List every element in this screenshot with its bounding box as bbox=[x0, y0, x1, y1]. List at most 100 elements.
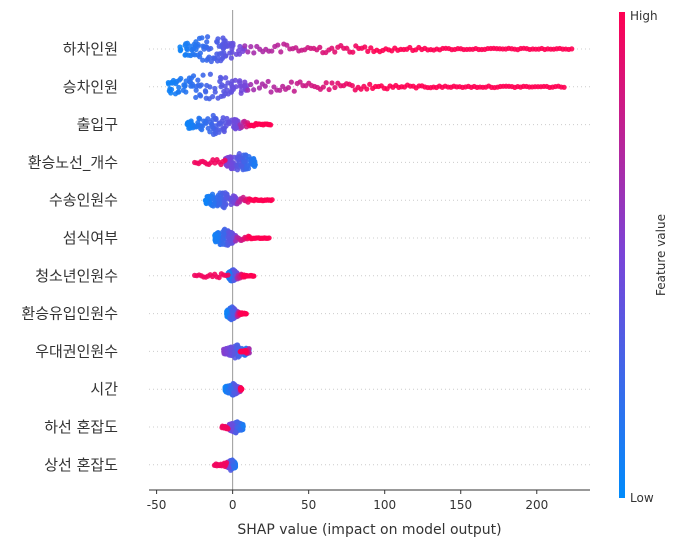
point bbox=[193, 94, 199, 101]
colorbar-low-label: Low bbox=[630, 491, 654, 505]
point bbox=[291, 88, 297, 94]
feature-10-points bbox=[222, 380, 245, 398]
point bbox=[213, 232, 219, 238]
point bbox=[332, 84, 338, 91]
point bbox=[275, 42, 281, 48]
point bbox=[265, 78, 271, 85]
point bbox=[220, 204, 226, 210]
point bbox=[268, 122, 274, 128]
point bbox=[200, 57, 206, 63]
point bbox=[193, 87, 199, 93]
point bbox=[231, 463, 237, 470]
point bbox=[200, 43, 206, 49]
point bbox=[242, 43, 248, 49]
feature-8-label: 환승유입인원수 bbox=[21, 305, 118, 323]
point bbox=[251, 273, 257, 279]
point bbox=[215, 127, 221, 133]
point bbox=[237, 349, 243, 355]
point bbox=[243, 311, 249, 317]
point bbox=[192, 52, 198, 58]
feature-5-points bbox=[202, 190, 275, 211]
point bbox=[228, 165, 235, 172]
feature-1-points bbox=[177, 34, 575, 65]
point bbox=[251, 50, 257, 56]
point bbox=[216, 201, 222, 208]
point bbox=[205, 116, 211, 122]
point bbox=[245, 87, 251, 93]
point bbox=[209, 94, 216, 100]
x-tick-label: 100 bbox=[373, 498, 396, 512]
point bbox=[234, 419, 240, 425]
point bbox=[202, 88, 209, 94]
point bbox=[245, 49, 251, 55]
point bbox=[186, 75, 193, 81]
point bbox=[297, 79, 303, 85]
point bbox=[210, 203, 216, 209]
point bbox=[225, 389, 231, 396]
point bbox=[220, 241, 226, 247]
point bbox=[329, 80, 335, 86]
point bbox=[234, 154, 241, 160]
point bbox=[210, 196, 216, 202]
point bbox=[222, 226, 228, 232]
feature-4-points bbox=[192, 151, 258, 173]
point bbox=[168, 86, 175, 93]
point bbox=[228, 229, 234, 236]
point bbox=[367, 81, 373, 87]
point bbox=[277, 87, 283, 93]
feature-10-label: 시간 bbox=[90, 380, 118, 398]
point bbox=[199, 35, 205, 41]
point bbox=[240, 423, 246, 429]
feature-7-label: 청소년인원수 bbox=[35, 267, 118, 285]
point bbox=[242, 152, 248, 158]
point bbox=[193, 124, 199, 130]
point bbox=[177, 44, 183, 50]
point bbox=[229, 43, 235, 49]
point bbox=[226, 120, 232, 127]
point bbox=[365, 48, 371, 54]
point bbox=[237, 80, 243, 86]
point bbox=[227, 346, 233, 352]
point bbox=[237, 43, 243, 50]
x-tick-label: 150 bbox=[449, 498, 472, 512]
point bbox=[215, 95, 221, 101]
point bbox=[561, 84, 567, 90]
point bbox=[248, 44, 254, 50]
point bbox=[349, 83, 355, 89]
point bbox=[204, 82, 210, 89]
point bbox=[210, 55, 216, 61]
point bbox=[323, 80, 329, 86]
point bbox=[209, 123, 215, 129]
point bbox=[192, 272, 198, 278]
x-tick-label: 200 bbox=[525, 498, 548, 512]
point bbox=[176, 89, 182, 95]
point bbox=[219, 50, 225, 56]
feature-12-label: 상선 혼잡도 bbox=[44, 456, 118, 474]
point bbox=[256, 85, 263, 91]
point bbox=[232, 268, 238, 274]
colorbar-title: Feature value bbox=[654, 214, 668, 296]
x-tick-label: 50 bbox=[301, 498, 316, 512]
point bbox=[188, 83, 194, 89]
point bbox=[228, 195, 235, 202]
feature-9-points bbox=[220, 342, 252, 361]
feature-4-label: 환승노선_개수 bbox=[28, 153, 118, 172]
feature-5-label: 수송인원수 bbox=[49, 191, 118, 209]
point bbox=[224, 308, 230, 314]
point bbox=[232, 429, 239, 435]
point bbox=[211, 462, 217, 468]
point bbox=[230, 85, 237, 91]
colorbar-high-label: High bbox=[630, 9, 658, 23]
point bbox=[262, 83, 268, 89]
point bbox=[220, 126, 226, 132]
point bbox=[222, 43, 228, 49]
point bbox=[238, 163, 244, 169]
point bbox=[224, 195, 230, 201]
point bbox=[191, 45, 197, 52]
point bbox=[569, 46, 575, 52]
row-gridlines bbox=[149, 48, 590, 466]
point bbox=[229, 457, 235, 463]
colorbar: High Low Feature value bbox=[619, 9, 668, 505]
point bbox=[244, 166, 250, 172]
x-tick-label: -50 bbox=[147, 498, 167, 512]
